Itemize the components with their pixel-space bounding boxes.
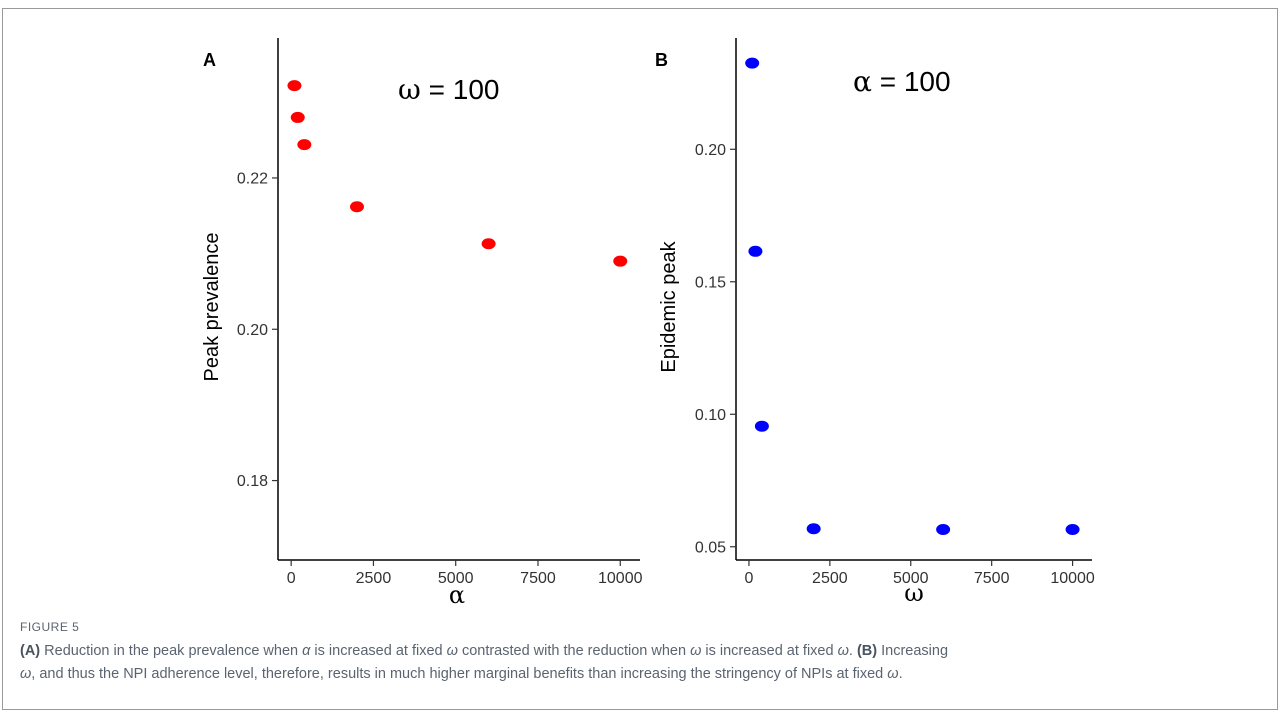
panel-b-y-tick-label: 0.15 (695, 274, 726, 291)
panel-b-data-point (806, 523, 821, 535)
panel-a-annotation: ω = 100 (398, 73, 499, 106)
caption-part-b-text-1: Increasing (877, 643, 949, 659)
panel-a-y-ticks: 0.18 0.20 0.22 (237, 170, 278, 490)
caption-part-a-label: (A) (20, 643, 41, 659)
panel-b-y-ticks: 0.05 0.10 0.15 0.20 (695, 142, 736, 556)
caption-part-a-symbol-2: ω (446, 643, 458, 659)
panel-b-points (745, 57, 1080, 536)
caption-part-a-text-4: is increased at fixed (701, 643, 838, 659)
panel-a-points (287, 80, 628, 267)
figure-caption-text: (A) Reduction in the peak prevalence whe… (20, 640, 1265, 686)
panel-a-y-tick-label: 0.22 (237, 170, 268, 187)
panel-b-data-point (1065, 524, 1080, 536)
panel-a-data-point (349, 201, 364, 213)
caption-part-b-label: (B) (856, 643, 878, 659)
panel-a-x-tick-label: 10000 (598, 570, 643, 587)
panel-b-data-point (936, 524, 951, 536)
caption-part-b-text-3: . (898, 666, 903, 682)
panel-b-y-tick-label: 0.20 (695, 142, 726, 159)
panel-a-x-tick-label: 5000 (438, 570, 474, 587)
panel-a-annotation-symbol: ω (398, 73, 421, 106)
panel-b-annotation: α = 100 (853, 65, 951, 98)
panel-a-x-ticks: 0 2500 5000 7500 10000 (287, 560, 643, 587)
figure-plots: A ω = 100 0.18 0.20 0.22 0 2500 5000 7500 1000… (201, 38, 1095, 609)
panel-b-x-tick-label: 2500 (812, 570, 848, 587)
figure-caption-label: FIGURE 5 (20, 620, 80, 634)
panel-b-x-tick-label: 10000 (1050, 570, 1095, 587)
panel-b-data-point (745, 57, 760, 69)
caption-part-a-text-3: contrasted with the reduction when (457, 643, 691, 659)
caption-part-a-symbol-3: ω (690, 643, 702, 659)
caption-part-a-text-5: . (848, 643, 857, 659)
panel-b-annotation-text: = 100 (872, 66, 951, 97)
panel-a-annotation-text: = 100 (421, 74, 500, 105)
panel-a-y-axis-title: Peak prevalence (201, 233, 223, 382)
caption-part-b-symbol-1: ω (20, 666, 32, 682)
panel-b-x-axis-title: ω (904, 579, 924, 607)
panel-b-x-tick-label: 0 (744, 570, 753, 587)
panel-b-annotation-symbol: α (853, 65, 872, 98)
panel-a-data-point (290, 111, 305, 123)
figure-caption: FIGURE 5 (A) Reduction in the peak preva… (20, 620, 1265, 686)
caption-part-b-text-2: , and thus the NPI adherence level, ther… (31, 666, 888, 682)
panel-b-y-tick-label: 0.10 (695, 407, 726, 424)
panel-b-x-tick-label: 5000 (893, 570, 929, 587)
panel-a-data-point (613, 255, 628, 267)
caption-part-a-symbol-1: α (302, 643, 311, 659)
panel-a-y-tick-label: 0.20 (237, 322, 268, 339)
caption-part-b-symbol-2: ω (887, 666, 899, 682)
caption-part-a-symbol-4: ω (837, 643, 849, 659)
panel-a-data-point (297, 139, 312, 151)
panel-a-x-axis-title: α (449, 581, 465, 609)
panel-b-data-point (754, 420, 769, 432)
panel-b-y-tick-label: 0.05 (695, 539, 726, 556)
caption-part-a-text-2: is increased at fixed (310, 643, 447, 659)
figure-frame (2, 8, 1278, 710)
caption-part-a-text-1: Reduction in the peak prevalence when (40, 643, 303, 659)
panel-a-x-tick-label: 7500 (520, 570, 556, 587)
panel-b-label: B (655, 50, 668, 70)
panel-b-x-ticks: 0 2500 5000 7500 10000 (744, 560, 1095, 587)
panel-b-x-tick-label: 7500 (974, 570, 1010, 587)
panel-a-data-point (287, 80, 302, 92)
panel-a-x-tick-label: 2500 (356, 570, 392, 587)
panel-a-label: A (203, 50, 216, 70)
panel-a-data-point (481, 238, 496, 250)
panel-a-x-tick-label: 0 (287, 570, 296, 587)
panel-a: A ω = 100 0.18 0.20 0.22 0 2500 5000 7500 1000… (201, 38, 643, 609)
panel-b: B α = 100 0.05 0.10 0.15 0.20 0 2500 5000 7500… (655, 38, 1095, 607)
panel-b-data-point (748, 245, 763, 257)
panel-a-y-tick-label: 0.18 (237, 473, 268, 490)
panel-b-y-axis-title: Epidemic peak (658, 240, 680, 372)
